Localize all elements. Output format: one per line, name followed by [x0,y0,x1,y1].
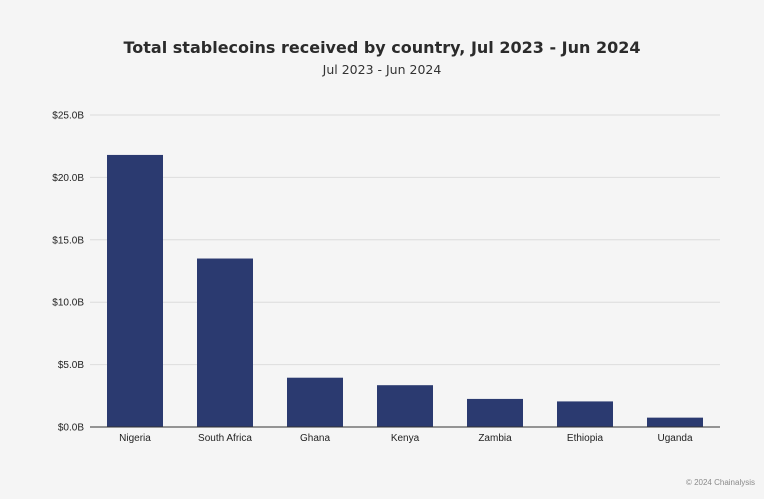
y-tick-label: $25.0B [52,111,84,122]
y-tick-label: $0.0B [58,423,84,434]
x-tick-label: Kenya [391,433,420,444]
gridlines [90,114,720,366]
bar-uganda [647,417,703,427]
x-tick-label: Ethiopia [567,433,604,444]
bar-south-africa [197,258,253,427]
x-tick-label: Uganda [657,433,692,444]
bar-nigeria [107,154,163,427]
chart-title: Total stablecoins received by country, J… [124,38,641,57]
bars [107,154,703,427]
y-tick-label: $15.0B [52,235,84,246]
y-tick-label: $5.0B [58,360,84,371]
bar-ghana [287,377,343,427]
credit-text: © 2024 Chainalysis [686,478,755,487]
bar-zambia [467,398,523,427]
x-tick-label: Nigeria [119,433,151,444]
y-tick-label: $10.0B [52,298,84,309]
y-tick-label: $20.0B [52,173,84,184]
x-tick-label: Ghana [300,433,330,444]
x-tick-label: Zambia [478,433,512,444]
x-tick-label: South Africa [198,433,252,444]
chart-subtitle: Jul 2023 - Jun 2024 [322,62,442,77]
y-axis-tick-labels: $0.0B $5.0B $10.0B $15.0B $20.0B $25.0B [52,111,84,434]
bar-kenya [377,385,433,427]
x-axis-tick-labels: Nigeria South Africa Ghana Kenya Zambia Ethio… [119,433,693,444]
bar-ethiopia [557,401,613,427]
